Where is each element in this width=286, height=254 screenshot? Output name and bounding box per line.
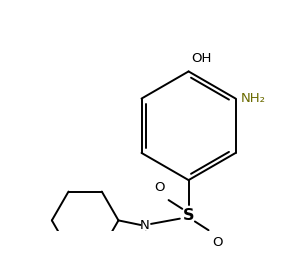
Text: O: O (154, 181, 165, 194)
Text: NH₂: NH₂ (241, 92, 266, 105)
Text: S: S (183, 208, 194, 223)
Text: O: O (212, 236, 223, 249)
Text: N: N (140, 219, 150, 232)
Text: OH: OH (191, 52, 212, 65)
